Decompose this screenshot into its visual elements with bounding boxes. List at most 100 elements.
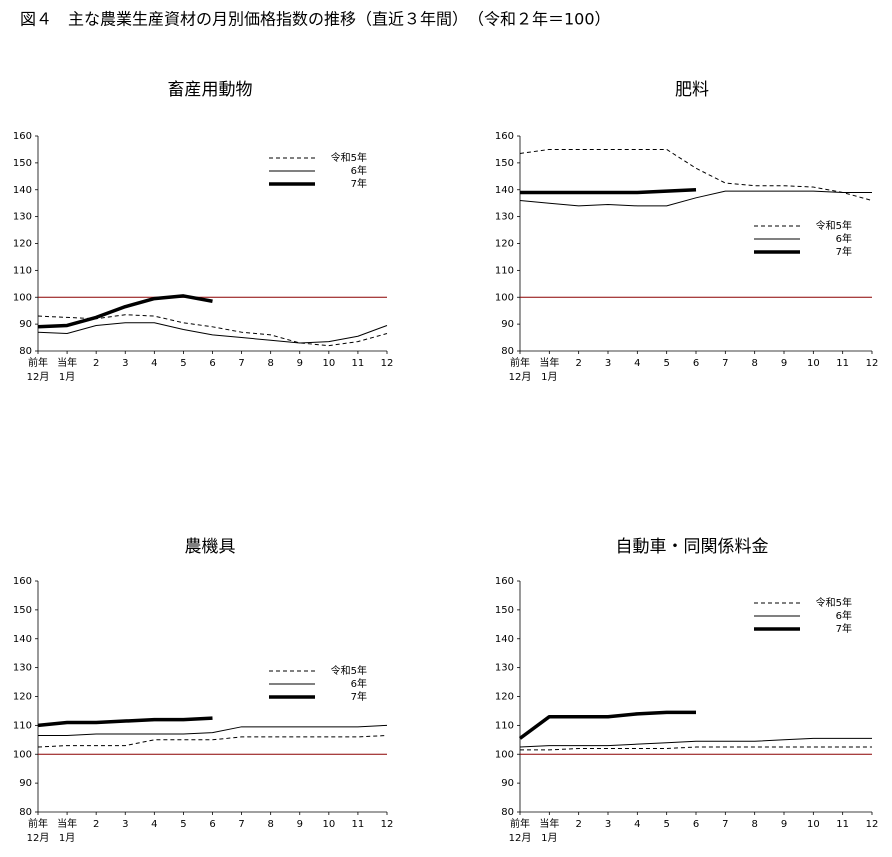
y-tick-label: 90 — [501, 319, 514, 330]
y-tick-label: 140 — [13, 634, 32, 645]
x-tick-label: 6 — [693, 819, 699, 830]
series-line — [520, 188, 697, 195]
y-tick-label: 80 — [501, 346, 514, 357]
legend-label: 令和5年 — [331, 151, 367, 164]
y-tick-label: 90 — [19, 319, 32, 330]
y-tick-label: 110 — [495, 720, 514, 731]
legend-label: 令和5年 — [331, 664, 367, 677]
x-tick-label: 9 — [781, 819, 787, 830]
x-tick-label: 前年 12月 — [509, 356, 532, 383]
y-tick-label: 100 — [495, 749, 514, 760]
x-tick-label: 2 — [575, 358, 581, 369]
legend-label: 7年 — [351, 690, 367, 703]
x-tick-label: 12 — [381, 819, 394, 830]
x-tick-label: 3 — [605, 358, 611, 369]
x-tick-label: 2 — [575, 819, 581, 830]
y-tick-label: 130 — [13, 212, 32, 223]
legend-label: 7年 — [836, 622, 852, 635]
x-tick-label: 8 — [751, 358, 757, 369]
series-line — [518, 710, 696, 740]
x-tick-label: 4 — [151, 358, 157, 369]
series-line — [519, 737, 872, 748]
y-tick-label: 120 — [13, 239, 32, 250]
x-tick-label: 3 — [122, 819, 128, 830]
y-tick-label: 150 — [495, 605, 514, 616]
y-tick-label: 80 — [19, 807, 32, 818]
legend-label: 6年 — [351, 164, 367, 177]
y-tick-label: 130 — [13, 663, 32, 674]
legend-label: 6年 — [836, 232, 852, 245]
x-tick-label: 11 — [352, 819, 365, 830]
y-tick-label: 120 — [13, 692, 32, 703]
x-tick-label: 8 — [267, 819, 273, 830]
y-tick-label: 130 — [495, 663, 514, 674]
series-line — [37, 322, 388, 344]
x-tick-label: 当年 1月 — [539, 356, 559, 383]
y-tick-label: 120 — [495, 239, 514, 250]
x-tick-label: 6 — [693, 358, 699, 369]
x-tick-label: 8 — [751, 819, 757, 830]
chart-title: 畜産用動物 — [168, 80, 253, 100]
y-tick-label: 100 — [13, 292, 32, 303]
y-tick-label: 110 — [495, 265, 514, 276]
y-tick-label: 100 — [495, 292, 514, 303]
legend-label: 令和5年 — [816, 219, 852, 232]
x-tick-label: 6 — [209, 358, 215, 369]
x-tick-label: 8 — [267, 358, 273, 369]
x-tick-label: 5 — [663, 358, 669, 369]
x-tick-label: 7 — [722, 358, 728, 369]
x-tick-label: 11 — [352, 358, 365, 369]
x-tick-label: 11 — [836, 819, 849, 830]
legend-label: 7年 — [351, 177, 367, 190]
y-tick-label: 100 — [13, 749, 32, 760]
series-line — [519, 190, 872, 207]
x-tick-label: 10 — [322, 819, 335, 830]
y-tick-label: 140 — [495, 634, 514, 645]
x-tick-label: 4 — [634, 819, 640, 830]
y-tick-label: 160 — [495, 131, 514, 142]
series-line — [520, 746, 872, 751]
x-tick-label: 7 — [238, 819, 244, 830]
y-tick-label: 140 — [13, 185, 32, 196]
x-tick-label: 7 — [238, 358, 244, 369]
x-tick-label: 当年 1月 — [57, 356, 77, 383]
y-tick-label: 160 — [13, 576, 32, 587]
chart-title: 肥料 — [675, 80, 709, 100]
figure-title: 図４ 主な農業生産資材の月別価格指数の推移（直近３年間） （令和２年＝100） — [20, 10, 611, 29]
legend-label: 令和5年 — [816, 596, 852, 609]
x-tick-label: 10 — [807, 358, 820, 369]
x-tick-label: 9 — [297, 358, 303, 369]
y-tick-label: 110 — [13, 720, 32, 731]
x-tick-label: 9 — [297, 819, 303, 830]
y-tick-label: 150 — [13, 158, 32, 169]
series-line — [37, 734, 388, 748]
x-tick-label: 前年 12月 — [27, 817, 50, 844]
x-tick-label: 12 — [866, 358, 879, 369]
x-tick-label: 12 — [866, 819, 879, 830]
x-tick-label: 6 — [209, 819, 215, 830]
chart-title: 自動車・同関係料金 — [616, 537, 769, 557]
x-tick-label: 2 — [93, 358, 99, 369]
x-tick-label: 3 — [605, 819, 611, 830]
x-tick-label: 10 — [322, 358, 335, 369]
x-tick-label: 当年 1月 — [539, 817, 559, 844]
y-tick-label: 80 — [501, 807, 514, 818]
chart-title: 農機具 — [185, 537, 236, 557]
x-tick-label: 3 — [122, 358, 128, 369]
x-tick-label: 5 — [180, 358, 186, 369]
y-tick-label: 90 — [501, 778, 514, 789]
x-tick-label: 7 — [722, 819, 728, 830]
x-tick-label: 10 — [807, 819, 820, 830]
series-line — [37, 716, 213, 728]
x-tick-label: 2 — [93, 819, 99, 830]
y-tick-label: 110 — [13, 265, 32, 276]
x-tick-label: 前年 12月 — [509, 817, 532, 844]
y-tick-label: 140 — [495, 185, 514, 196]
y-tick-label: 160 — [13, 131, 32, 142]
x-tick-label: 9 — [781, 358, 787, 369]
series-line — [37, 294, 213, 329]
y-tick-label: 150 — [13, 605, 32, 616]
series-line — [38, 724, 388, 736]
series-line — [519, 148, 873, 201]
